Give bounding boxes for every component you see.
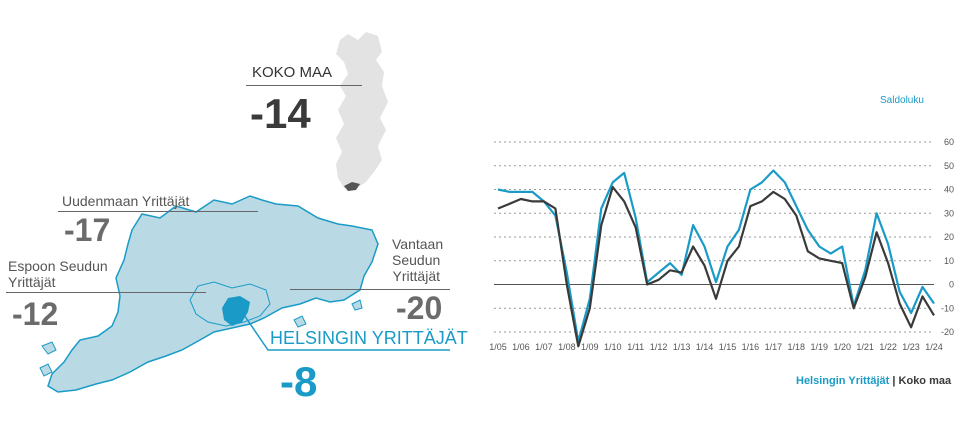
vantaan-rule xyxy=(290,289,450,290)
x-tick-label: 1/10 xyxy=(604,342,622,352)
x-tick-label: 1/06 xyxy=(512,342,530,352)
x-tick-label: 1/13 xyxy=(673,342,691,352)
vantaan-label-2: Seudun xyxy=(392,252,441,268)
x-tick-label: 1/22 xyxy=(879,342,897,352)
finland-capital-region xyxy=(344,182,360,191)
koko-maa-value: -14 xyxy=(250,90,311,137)
x-tick-label: 1/24 xyxy=(925,342,943,352)
vantaan-value: -20 xyxy=(396,290,443,326)
y-tick-label: 50 xyxy=(944,161,954,171)
helsingin-pointer xyxy=(241,311,450,351)
x-tick-label: 1/09 xyxy=(581,342,599,352)
legend-helsingin: Helsingin Yrittäjät xyxy=(796,375,890,387)
espoon-label-1: Espoon Seudun xyxy=(8,258,108,274)
y-tick-label: 10 xyxy=(944,256,954,266)
espoon-label-2: Yrittäjät xyxy=(8,274,56,290)
koko-maa-rule xyxy=(246,85,362,86)
uusimaa-region xyxy=(47,195,379,393)
x-tick-label: 1/08 xyxy=(558,342,576,352)
y-tick-label: 20 xyxy=(944,232,954,242)
y-tick-label: 40 xyxy=(944,185,954,195)
x-tick-label: 1/16 xyxy=(742,342,760,352)
x-tick-label: 1/15 xyxy=(719,342,737,352)
x-tick-label: 1/14 xyxy=(696,342,714,352)
helsingin-value: -8 xyxy=(280,358,318,405)
series-line xyxy=(497,185,935,348)
legend-koko-maa: Koko maa xyxy=(898,375,952,387)
vantaan-label-1: Vantaan xyxy=(392,236,444,252)
helsingin-label: HELSINGIN YRITTÄJÄT xyxy=(270,328,468,348)
x-tick-label: 1/18 xyxy=(788,342,806,352)
island xyxy=(41,341,57,355)
vantaan-label-3: Yrittäjät xyxy=(392,268,440,284)
y-tick-label: 30 xyxy=(944,208,954,218)
uudenmaan-rule xyxy=(58,211,258,212)
capital-area-outline xyxy=(189,281,271,327)
series-line xyxy=(497,169,935,343)
uudenmaan-value: -17 xyxy=(64,212,111,248)
island xyxy=(293,315,307,328)
x-tick-label: 1/11 xyxy=(627,342,644,352)
espoon-value: -12 xyxy=(12,296,59,332)
y-tick-label: 60 xyxy=(944,137,954,147)
y-tick-label: -10 xyxy=(941,303,954,313)
x-tick-label: 1/23 xyxy=(902,342,920,352)
map-illustration xyxy=(39,32,450,393)
x-tick-label: 1/20 xyxy=(833,342,851,352)
x-tick-label: 1/12 xyxy=(650,342,668,352)
x-tick-label: 1/05 xyxy=(489,342,507,352)
y-tick-label: -20 xyxy=(941,327,954,337)
x-tick-label: 1/07 xyxy=(535,342,553,352)
espoon-rule xyxy=(6,292,206,293)
chart-ylabel: Saldoluku xyxy=(880,95,924,106)
chart-legend: Helsingin Yrittäjät | Koko maa xyxy=(796,375,951,387)
x-tick-label: 1/19 xyxy=(810,342,828,352)
x-tick-label: 1/17 xyxy=(765,342,783,352)
helsinki-region xyxy=(222,296,250,326)
uudenmaan-label: Uudenmaan Yrittäjät xyxy=(62,193,190,209)
koko-maa-label: KOKO MAA xyxy=(252,64,333,81)
legend-separator: | xyxy=(889,375,899,387)
island xyxy=(39,363,53,377)
x-tick-label: 1/21 xyxy=(856,342,874,352)
line-chart: 60 50 40 30 20 10 0 -10 -20 1/05 1/06 1/07 1/08 1/09 1… xyxy=(489,137,954,352)
island xyxy=(351,299,363,311)
y-tick-label: 0 xyxy=(949,280,954,290)
finland-map xyxy=(336,32,388,190)
